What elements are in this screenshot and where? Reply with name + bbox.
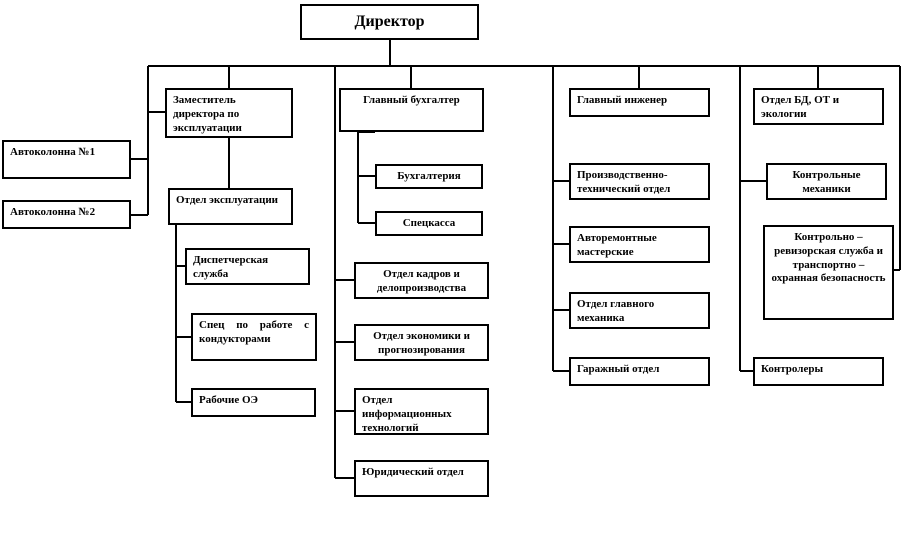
node-glavmeh: Отдел главного механика [569,292,710,329]
node-disp: Диспетчерская служба [185,248,310,285]
node-legal: Юридический отдел [354,460,489,497]
node-ak2: Автоколонна №2 [2,200,131,229]
node-speckassa: Спецкасса [375,211,483,236]
node-oexpl: Отдел эксплуатации [168,188,293,225]
node-kontr: Контролеры [753,357,884,386]
label: Контрольно – ревизорская служба и трансп… [771,231,886,286]
label: Отдел главного механика [577,298,702,326]
label: Отдел БД, ОТ и экологии [761,94,876,122]
node-buh: Бухгалтерия [375,164,483,189]
node-director: Директор [300,4,479,40]
node-econ: Отдел экономики и прогнозирования [354,324,489,361]
node-it: Отдел информационных технологий [354,388,489,435]
label: Спецкасса [403,217,456,231]
label: Заместитель директора по эксплуатации [173,94,285,135]
node-glavbuh: Главный бухгалтер [339,88,484,132]
node-krs: Контрольно – ревизорская служба и трансп… [763,225,894,320]
label: Бухгалтерия [397,170,460,184]
node-zam: Заместитель директора по эксплуатации [165,88,293,138]
node-ging: Главный инженер [569,88,710,117]
label: Спец по работе с кондукторами [199,319,309,347]
label: Отдел эксплуатации [176,194,278,208]
label: Гаражный отдел [577,363,659,377]
node-proizv: Производственно-технический отдел [569,163,710,200]
label: Контрольные механики [774,169,879,197]
node-bdot: Отдел БД, ОТ и экологии [753,88,884,125]
node-garazh: Гаражный отдел [569,357,710,386]
node-kmeh: Контрольные механики [766,163,887,200]
node-ak1: Автоколонна №1 [2,140,131,179]
label: Контролеры [761,363,823,377]
label: Автоколонна №2 [10,206,95,220]
node-remont: Авторемонтные мастерские [569,226,710,263]
label: Рабочие ОЭ [199,394,258,408]
label: Производственно-технический отдел [577,169,702,197]
label: Отдел кадров и делопроизводства [362,268,481,296]
label: Отдел экономики и прогнозирования [362,330,481,358]
label: Юридический отдел [362,466,464,480]
label: Авторемонтные мастерские [577,232,702,260]
label: Автоколонна №1 [10,146,95,160]
node-spec: Спец по работе с кондукторами [191,313,317,361]
node-kadry: Отдел кадров и делопроизводства [354,262,489,299]
label: Главный инженер [577,94,667,108]
label: Главный бухгалтер [363,94,460,108]
label: Диспетчерская служба [193,254,302,282]
label: Отдел информационных технологий [362,394,481,435]
node-raboe: Рабочие ОЭ [191,388,316,417]
label: Директор [355,12,425,32]
